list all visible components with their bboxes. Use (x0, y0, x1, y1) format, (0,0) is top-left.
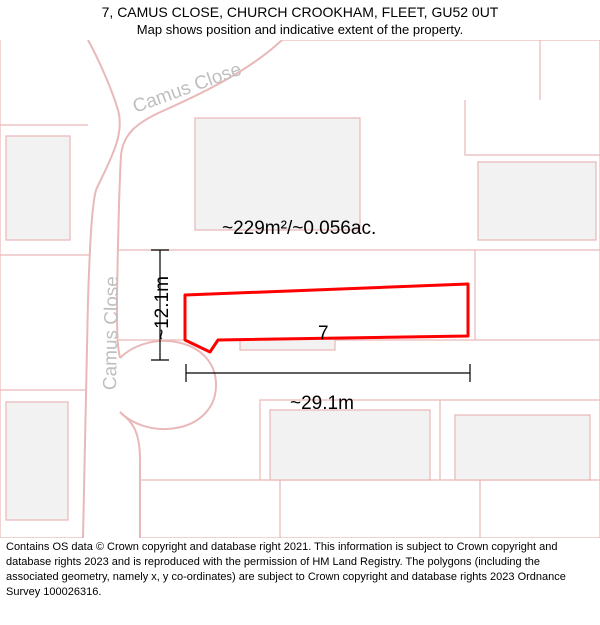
plot-number-label: 7 (318, 323, 329, 345)
map-subtitle: Map shows position and indicative extent… (0, 22, 600, 37)
h-dimension-label: ~29.1m (290, 393, 354, 415)
map-title: 7, CAMUS CLOSE, CHURCH CROOKHAM, FLEET, … (0, 4, 600, 20)
map-svg (0, 40, 600, 538)
area-label: ~229m²/~0.056ac. (222, 218, 376, 240)
road-label-vertical: Camus Close (100, 276, 124, 390)
map-area: ~229m²/~0.056ac. 7 ~29.1m ~12.1m Camus C… (0, 40, 600, 538)
property-map-figure: 7, CAMUS CLOSE, CHURCH CROOKHAM, FLEET, … (0, 0, 600, 625)
copyright-footer: Contains OS data © Crown copyright and d… (6, 540, 594, 599)
v-dimension-label: ~12.1m (152, 276, 174, 340)
